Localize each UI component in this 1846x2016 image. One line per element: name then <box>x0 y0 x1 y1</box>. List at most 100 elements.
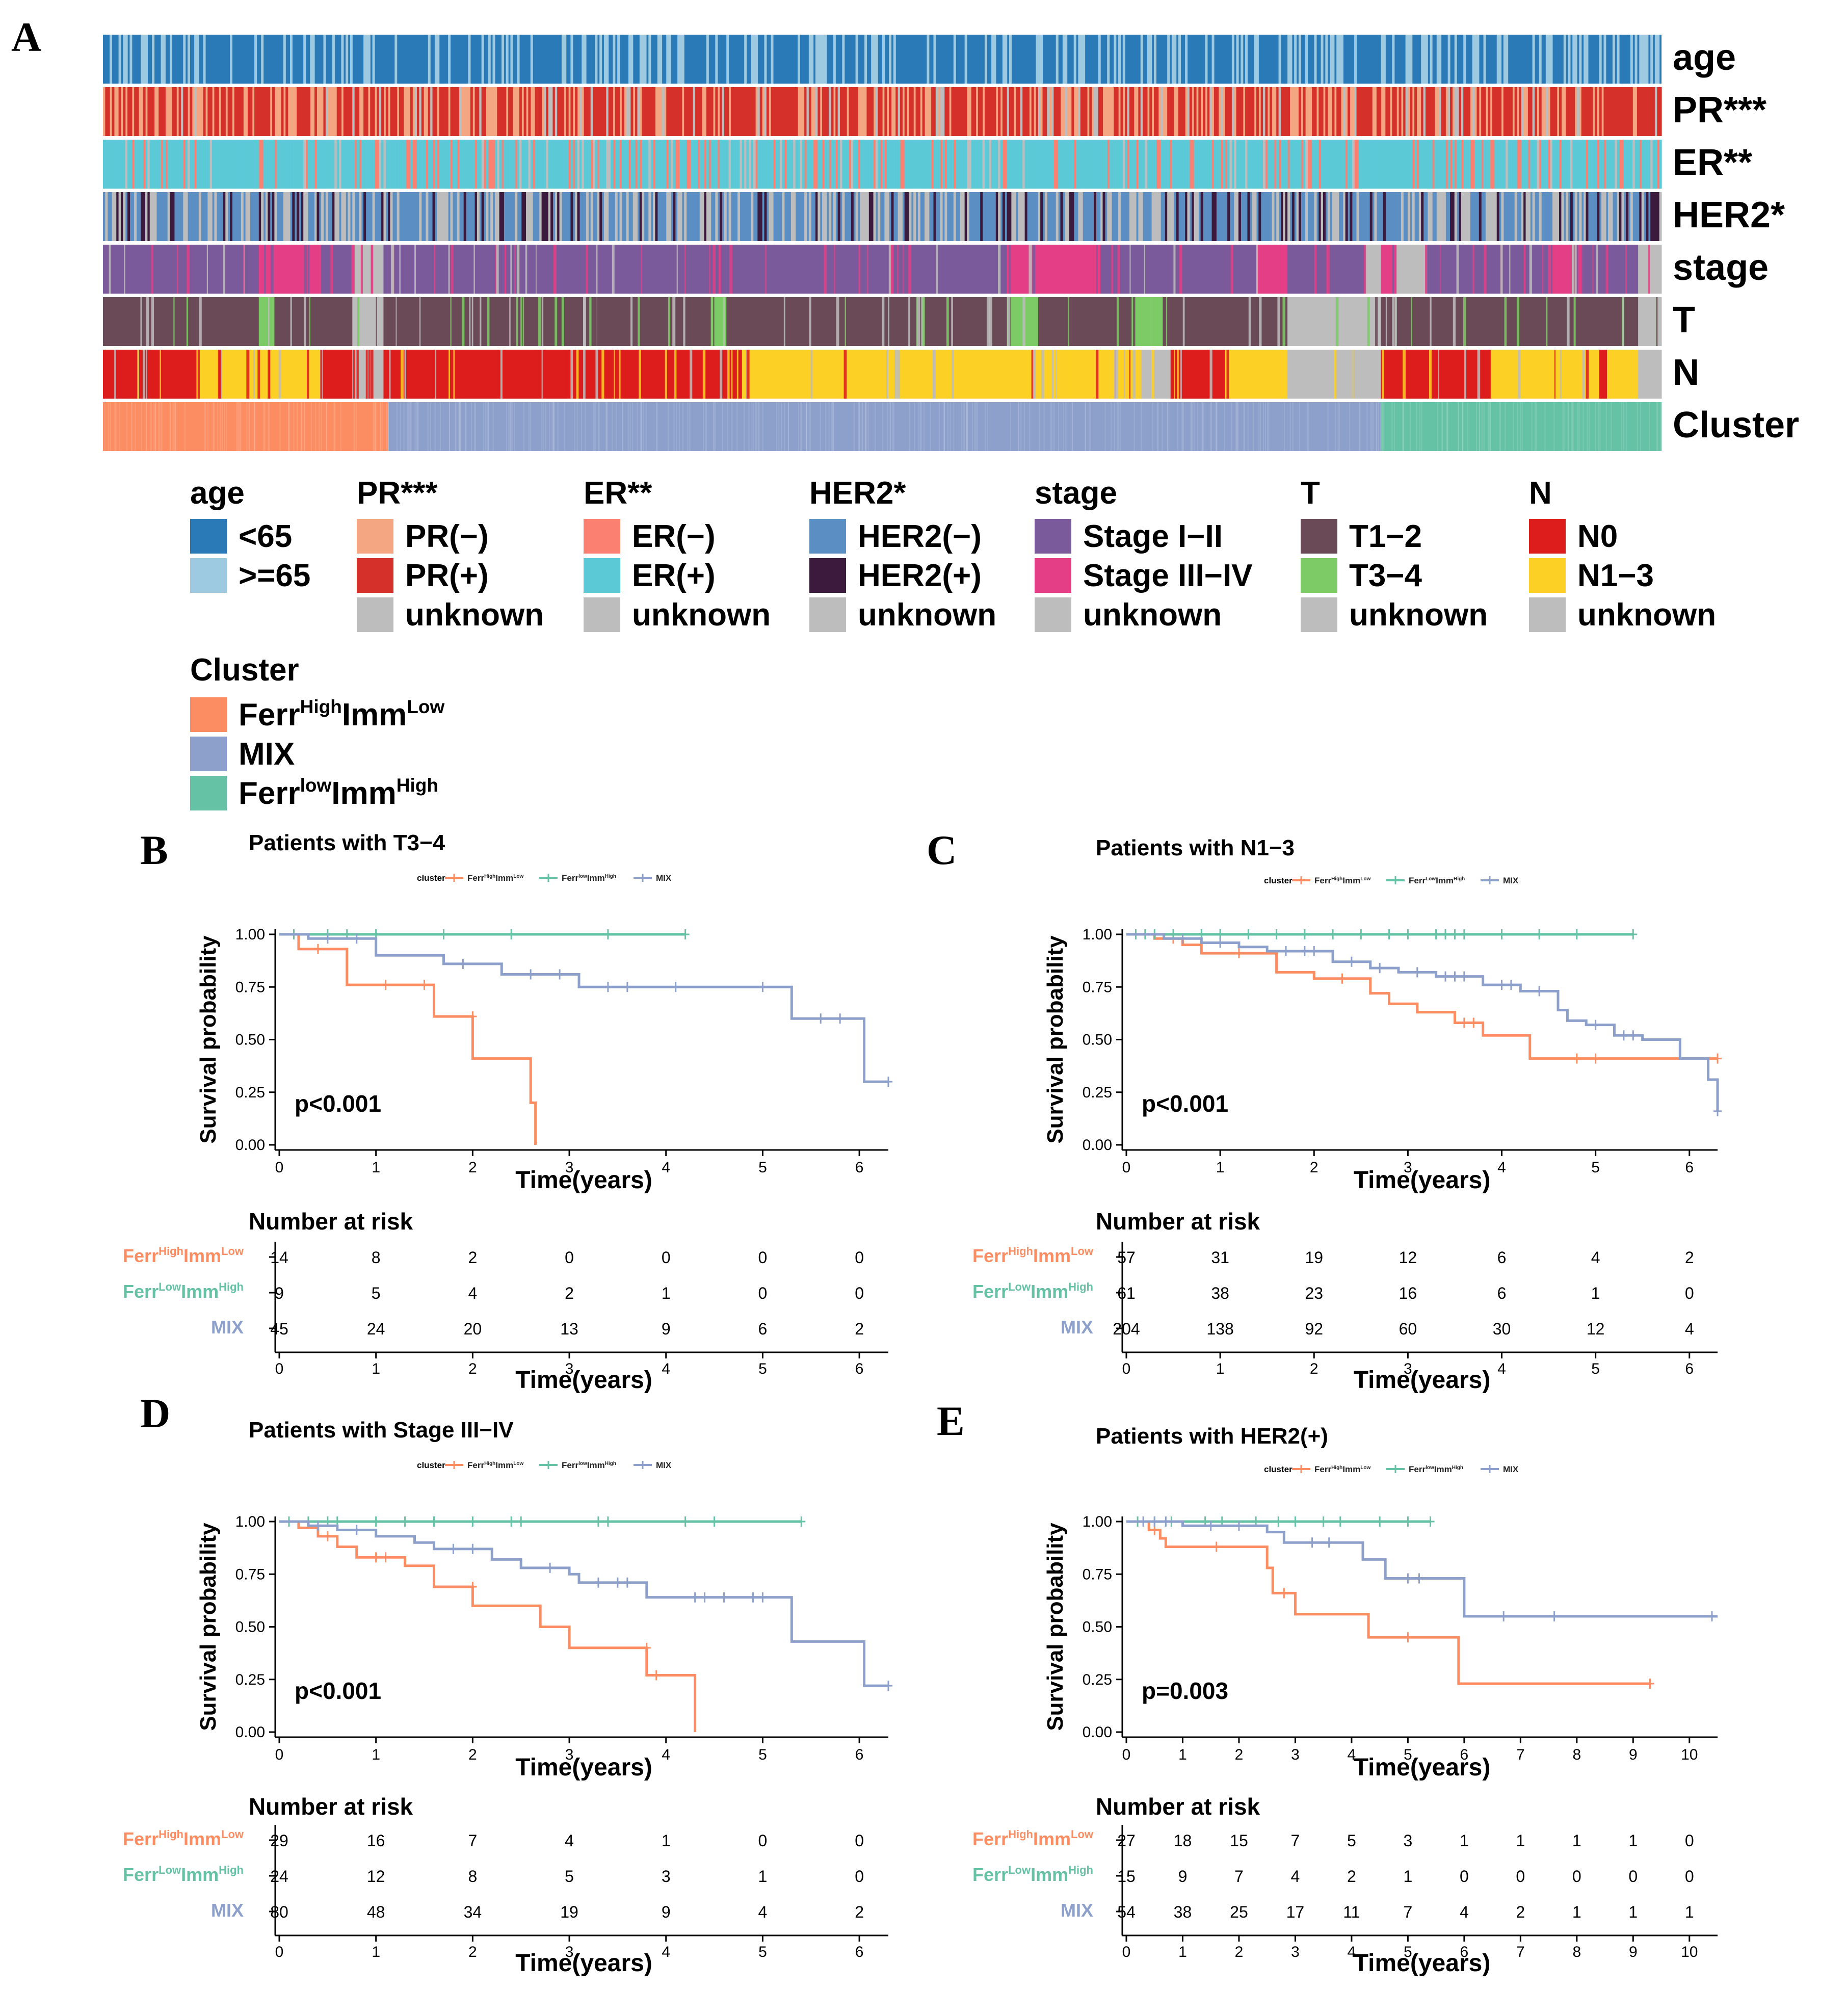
heatmap-cell <box>1185 140 1188 189</box>
risk-value: 6 <box>1497 1284 1507 1302</box>
heatmap-cell <box>1276 140 1279 189</box>
heatmap-cell <box>1089 140 1092 189</box>
heatmap-cell <box>1447 402 1448 451</box>
heatmap-cell <box>131 402 133 451</box>
heatmap-cell <box>824 140 827 189</box>
heatmap-cell <box>1260 402 1261 451</box>
heatmap-cell <box>1611 402 1612 451</box>
heatmap-cell <box>705 402 707 451</box>
heatmap-cell <box>432 192 435 241</box>
heatmap-cell <box>1447 402 1448 451</box>
superscript: High <box>1008 1828 1033 1841</box>
heatmap-cell <box>947 350 948 399</box>
heatmap-cell <box>1165 140 1168 189</box>
heatmap-cell <box>588 87 591 136</box>
heatmap-cell <box>817 35 821 84</box>
heatmap-cell <box>1428 192 1431 241</box>
heatmap-cell <box>393 297 396 346</box>
heatmap-cell <box>1162 402 1163 451</box>
heatmap-cell <box>401 350 404 399</box>
heatmap-cell <box>1560 350 1562 399</box>
heatmap-cell <box>1446 245 1450 294</box>
heatmap-cell <box>232 140 235 189</box>
heatmap-cell <box>1490 350 1491 399</box>
heatmap-cell <box>1326 245 1328 294</box>
superscript: low <box>1426 1465 1434 1471</box>
heatmap-cell <box>452 140 455 189</box>
heatmap-cell <box>198 140 201 189</box>
heatmap-cell <box>1590 87 1593 136</box>
heatmap-cell <box>1403 350 1406 399</box>
heatmap-cell <box>1490 192 1493 241</box>
risk-x-tick-label: 6 <box>855 1360 864 1377</box>
heatmap-cell <box>1441 87 1444 136</box>
heatmap-cell <box>1067 192 1070 241</box>
heatmap-cell <box>628 87 631 136</box>
heatmap-cell <box>1029 140 1032 189</box>
heatmap-cell <box>1298 192 1301 241</box>
heatmap-cell <box>534 245 537 294</box>
heatmap-cell <box>1024 192 1027 241</box>
heatmap-cell <box>1376 402 1378 451</box>
heatmap-cell <box>190 87 193 136</box>
heatmap-cell <box>682 402 683 451</box>
heatmap-cell <box>319 140 322 189</box>
heatmap-cell <box>645 402 647 451</box>
heatmap-cell <box>1002 87 1005 136</box>
heatmap-cell <box>676 402 677 451</box>
heatmap-cell <box>394 245 397 294</box>
x-tick-label: 4 <box>662 1159 670 1176</box>
p-value: p<0.001 <box>1142 1090 1228 1117</box>
censor-mark <box>603 929 612 939</box>
legend-label: unknown <box>632 597 771 633</box>
risk-value: 80 <box>270 1903 288 1921</box>
heatmap-cell <box>1429 350 1432 399</box>
heatmap-cell <box>1201 402 1203 451</box>
label-part: MIX <box>211 1317 244 1338</box>
heatmap-cell <box>525 245 528 294</box>
heatmap-cell <box>632 140 636 189</box>
legend-label: PR(−) <box>405 519 489 554</box>
heatmap-cell <box>759 192 762 241</box>
heatmap-cell <box>878 87 881 136</box>
legend-swatch <box>1529 597 1566 632</box>
heatmap-cell <box>1361 87 1364 136</box>
risk-value: 0 <box>855 1248 864 1267</box>
risk-value: 25 <box>1230 1903 1248 1921</box>
heatmap-cell <box>428 140 431 189</box>
heatmap-cell <box>893 402 894 451</box>
heatmap-cell <box>160 402 162 451</box>
heatmap-cell <box>1562 402 1564 451</box>
heatmap-cell <box>886 192 889 241</box>
heatmap-cell <box>574 402 575 451</box>
heatmap-cell <box>575 87 578 136</box>
heatmap-cell <box>650 140 653 189</box>
heatmap-cell <box>401 140 404 189</box>
superscript: low <box>578 1461 587 1467</box>
heatmap-cell <box>987 402 988 451</box>
heatmap-cell <box>176 245 178 294</box>
heatmap-cell <box>112 192 115 241</box>
heatmap-cell <box>1403 402 1404 451</box>
heatmap-segment <box>383 245 1008 294</box>
heatmap-cell <box>804 87 807 136</box>
heatmap-cell <box>1544 402 1546 451</box>
censor-mark <box>1404 1516 1412 1527</box>
heatmap-cell <box>708 192 711 241</box>
heatmap-cell <box>677 35 680 84</box>
heatmap-cell <box>477 87 480 136</box>
heatmap-cell <box>104 402 106 451</box>
heatmap-cell <box>793 192 796 241</box>
superscript: Low <box>1071 1245 1094 1258</box>
y-tick-label: 1.00 <box>235 926 265 943</box>
heatmap-cell <box>1371 402 1373 451</box>
heatmap-cell <box>1193 402 1195 451</box>
heatmap-cell <box>1588 402 1590 451</box>
heatmap-cell <box>1642 350 1645 399</box>
heatmap-cell <box>1129 245 1131 294</box>
heatmap-cell <box>1367 140 1370 189</box>
heatmap-cell <box>642 87 645 136</box>
heatmap-cell <box>461 140 464 189</box>
heatmap-cell <box>172 192 175 241</box>
